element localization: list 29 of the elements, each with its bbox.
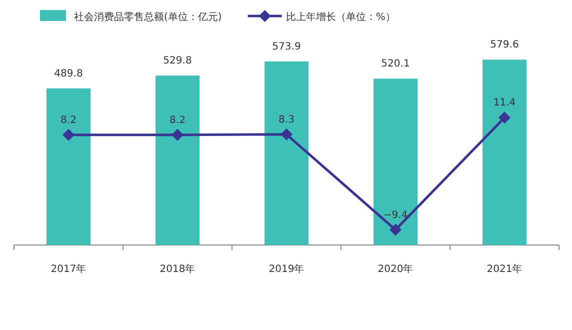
data-label: 489.8 <box>54 68 83 80</box>
x-tick-label: 2019年 <box>268 263 304 275</box>
point <box>62 128 74 141</box>
data-label: 8.2 <box>170 114 186 126</box>
data-label: 573.9 <box>272 41 301 52</box>
bar <box>264 61 308 245</box>
x-tick-label: 2018年 <box>160 263 196 275</box>
legend-item: 社会消费品零售总额(单位：亿元) <box>40 10 222 23</box>
bar <box>482 60 526 245</box>
data-label: 520.1 <box>381 58 410 70</box>
x-tick-label: 2017年 <box>50 263 86 275</box>
data-label: 529.8 <box>163 56 192 67</box>
point <box>498 112 510 124</box>
data-label: 8.3 <box>278 114 294 126</box>
bar <box>46 88 90 245</box>
bar <box>156 76 200 245</box>
data-label: 11.4 <box>493 98 516 109</box>
point <box>172 128 184 141</box>
point <box>390 224 402 236</box>
bar <box>374 78 418 245</box>
legend-item: 比上年增长（单位：%） <box>248 10 396 23</box>
x-tick-label: 2021年 <box>486 263 522 275</box>
point <box>280 128 292 140</box>
data-label: −9.4 <box>383 210 408 221</box>
legend-label: 社会消费品零售总额(单位：亿元) <box>74 11 222 23</box>
data-label: 8.2 <box>60 114 76 126</box>
x-tick-label: 2020年 <box>378 263 414 275</box>
legend-label: 比上年增长（单位：%） <box>286 11 396 23</box>
data-label: 579.6 <box>490 40 519 51</box>
